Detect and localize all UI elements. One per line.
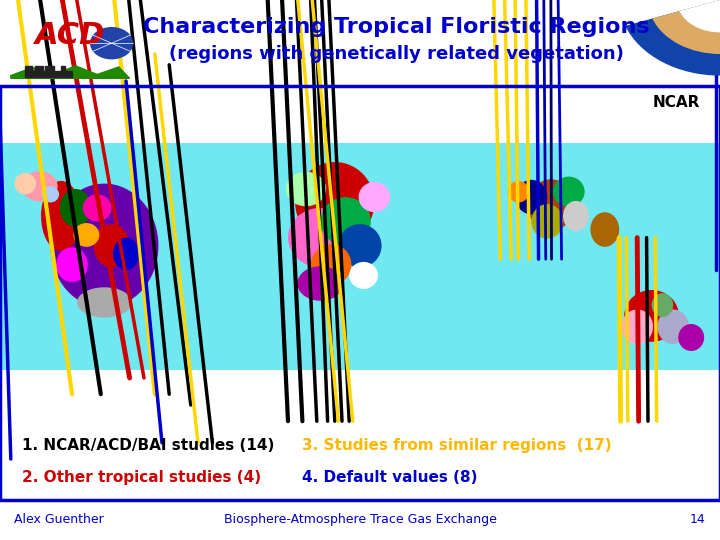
Wedge shape bbox=[625, 0, 720, 76]
Bar bbox=[0, 143, 720, 370]
Ellipse shape bbox=[624, 290, 679, 342]
Text: 3. Studies from similar regions  (17): 3. Studies from similar regions (17) bbox=[302, 438, 612, 453]
Ellipse shape bbox=[678, 324, 704, 351]
Ellipse shape bbox=[320, 197, 371, 246]
Ellipse shape bbox=[338, 224, 382, 267]
Ellipse shape bbox=[297, 266, 343, 301]
Ellipse shape bbox=[60, 189, 91, 227]
Text: 4. Default values (8): 4. Default values (8) bbox=[302, 470, 478, 485]
Ellipse shape bbox=[288, 208, 353, 267]
Ellipse shape bbox=[73, 223, 99, 247]
Text: ACD: ACD bbox=[35, 21, 105, 50]
Ellipse shape bbox=[359, 182, 390, 212]
Ellipse shape bbox=[113, 238, 139, 270]
Ellipse shape bbox=[528, 179, 574, 231]
Ellipse shape bbox=[508, 181, 529, 202]
Polygon shape bbox=[11, 66, 130, 78]
Text: Biosphere-Atmosphere Trace Gas Exchange: Biosphere-Atmosphere Trace Gas Exchange bbox=[224, 513, 496, 526]
Ellipse shape bbox=[77, 287, 132, 318]
Polygon shape bbox=[25, 66, 72, 77]
Text: 2. Other tropical studies (4): 2. Other tropical studies (4) bbox=[22, 470, 261, 485]
Ellipse shape bbox=[553, 177, 585, 207]
Ellipse shape bbox=[621, 309, 653, 344]
Ellipse shape bbox=[657, 309, 689, 344]
Ellipse shape bbox=[516, 180, 547, 214]
Ellipse shape bbox=[531, 204, 563, 239]
Ellipse shape bbox=[22, 171, 58, 201]
Bar bbox=[0, 86, 720, 500]
Wedge shape bbox=[680, 0, 720, 32]
Ellipse shape bbox=[349, 262, 378, 289]
Ellipse shape bbox=[56, 247, 88, 282]
Text: 1. NCAR/ACD/BAI studies (14): 1. NCAR/ACD/BAI studies (14) bbox=[22, 438, 274, 453]
Ellipse shape bbox=[94, 224, 130, 267]
Ellipse shape bbox=[50, 184, 158, 308]
Ellipse shape bbox=[590, 212, 619, 247]
Ellipse shape bbox=[83, 194, 112, 221]
Ellipse shape bbox=[41, 181, 81, 251]
Ellipse shape bbox=[42, 186, 59, 202]
Text: NCAR: NCAR bbox=[652, 95, 700, 110]
Text: Characterizing Tropical Floristic Regions: Characterizing Tropical Floristic Region… bbox=[143, 17, 649, 37]
Ellipse shape bbox=[563, 201, 589, 231]
Wedge shape bbox=[652, 0, 720, 54]
Circle shape bbox=[90, 27, 133, 59]
Ellipse shape bbox=[286, 172, 326, 206]
Ellipse shape bbox=[295, 162, 374, 243]
Text: 14: 14 bbox=[690, 513, 706, 526]
Bar bbox=[0, 0, 720, 84]
Text: Alex Guenther: Alex Guenther bbox=[14, 513, 104, 526]
Text: (regions with genetically related vegetation): (regions with genetically related vegeta… bbox=[168, 45, 624, 63]
Ellipse shape bbox=[311, 244, 351, 285]
Ellipse shape bbox=[652, 293, 673, 317]
Ellipse shape bbox=[14, 173, 36, 194]
